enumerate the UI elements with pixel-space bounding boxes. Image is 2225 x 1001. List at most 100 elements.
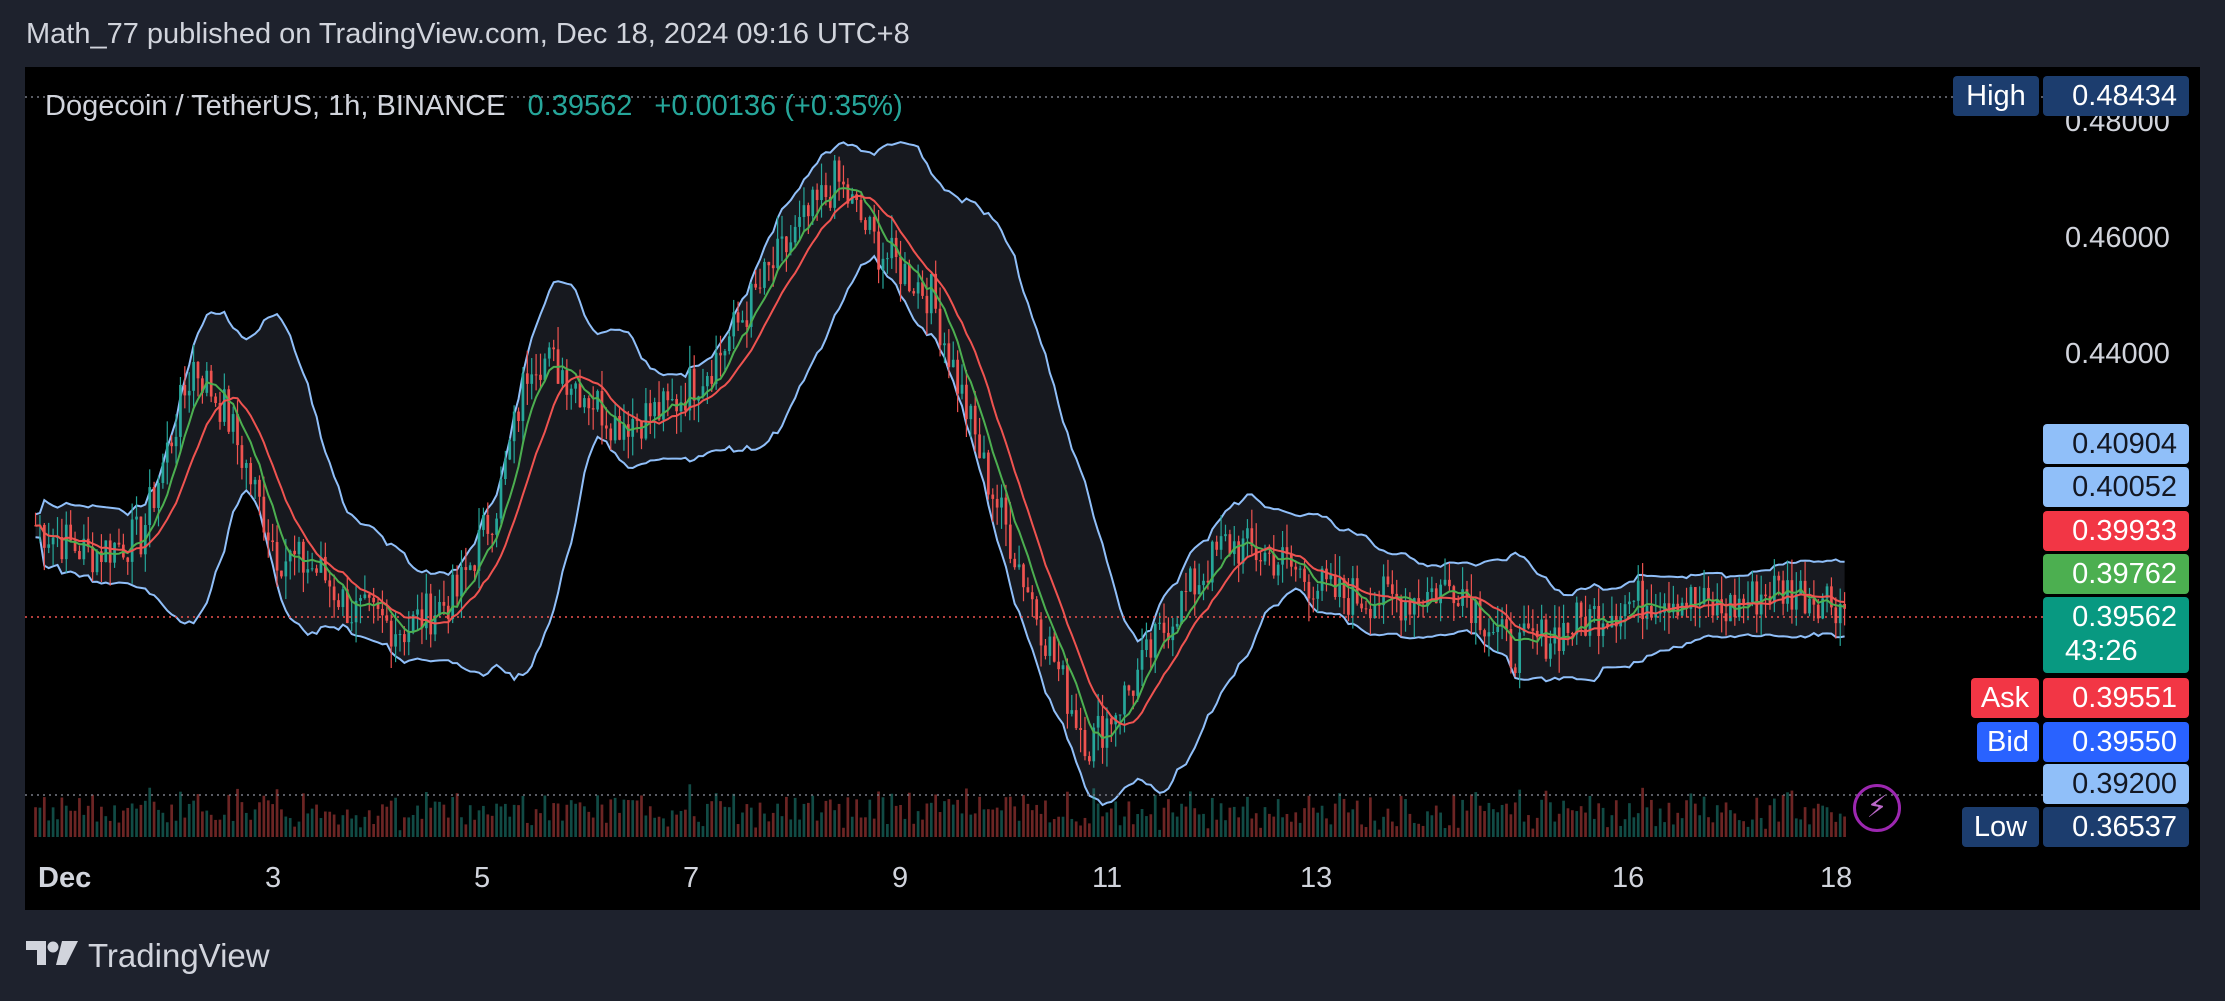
candle-body [1175, 623, 1179, 627]
volume-bar [1663, 822, 1666, 837]
candle-body [1101, 715, 1104, 748]
candle-body [1456, 603, 1460, 606]
candle-body [811, 189, 815, 217]
candle-body [921, 282, 924, 296]
volume-bar [82, 814, 86, 837]
volume-bar [403, 817, 406, 837]
volume-bar [1105, 812, 1109, 837]
candle-body [1540, 619, 1543, 638]
volume-bar [846, 797, 850, 837]
volume-bar [91, 794, 94, 837]
candle-body [855, 194, 858, 200]
candle-body [1219, 536, 1223, 550]
published-info: Math_77 published on TradingView.com, De… [26, 18, 910, 50]
volume-bar [727, 807, 731, 837]
volume-bar [60, 797, 64, 837]
candle-body [82, 538, 86, 560]
band-basis-tag: 0.40052 [2043, 467, 2189, 507]
volume-bar [1377, 829, 1381, 837]
volume-bar [899, 804, 902, 837]
volume-bar [135, 808, 138, 837]
candle-body [890, 237, 894, 259]
candle-body [903, 263, 907, 285]
candle-body [1399, 597, 1403, 621]
volume-bar [359, 827, 362, 837]
volume-bar [1702, 796, 1706, 837]
volume-bar [859, 817, 863, 837]
candle-body [170, 442, 174, 447]
candle-body [1448, 579, 1451, 587]
candle-body [350, 622, 354, 624]
candle-body [1434, 588, 1438, 604]
candle-body [574, 383, 577, 389]
volume-bar [991, 809, 995, 837]
volume-bar [789, 819, 793, 837]
volume-bar [455, 793, 459, 837]
candle-body [631, 418, 635, 437]
volume-bar [1549, 802, 1552, 837]
volume-bar [337, 824, 340, 837]
volume-bar [1026, 803, 1030, 837]
footer-brand[interactable]: TradingView [26, 937, 270, 975]
volume-bar [1478, 805, 1482, 837]
volume-bar [1197, 814, 1201, 837]
volume-bar [578, 802, 582, 837]
candle-body [280, 570, 283, 577]
candle-body [1707, 587, 1710, 600]
high-label: High [1953, 76, 2039, 116]
candle-body [543, 358, 547, 380]
candle-body [1184, 591, 1188, 593]
lightning-icon[interactable]: ⚡ [1853, 784, 1901, 832]
candle-body [868, 216, 872, 230]
candle-body [363, 594, 367, 599]
candle-body [982, 452, 986, 459]
candle-body [916, 282, 920, 294]
volume-bar [271, 804, 274, 837]
volume-bar [56, 819, 59, 837]
candle-body [925, 295, 929, 314]
candle-body [86, 538, 90, 547]
volume-bar [1131, 824, 1135, 837]
candle-body [1039, 619, 1043, 646]
volume-bar [499, 806, 503, 837]
candle-body [1702, 587, 1706, 604]
candle-body [288, 550, 292, 562]
candle-body [1061, 665, 1065, 670]
volume-bar [284, 816, 288, 837]
price-chart[interactable] [25, 67, 2075, 910]
candle-body [912, 291, 916, 294]
candle-body [706, 376, 709, 387]
volume-bar [556, 803, 560, 837]
candle-body [741, 320, 744, 323]
volume-bar [868, 799, 872, 837]
volume-bar [363, 816, 367, 837]
volume-bar [1237, 817, 1241, 837]
candle-body [249, 463, 253, 485]
volume-bar [139, 804, 143, 837]
price-change: +0.00136 (+0.35%) [654, 90, 903, 122]
band-upper-tag: 0.40904 [2043, 424, 2189, 464]
volume-bar [1329, 824, 1333, 837]
volume-bar [468, 805, 472, 837]
volume-bar [1030, 810, 1034, 837]
time-label-16: 16 [1612, 862, 1645, 894]
candle-body [1667, 603, 1671, 613]
candle-body [1522, 623, 1526, 633]
symbol-name[interactable]: Dogecoin / TetherUS, 1h, BINANCE [45, 90, 506, 122]
volume-bar [477, 810, 481, 837]
volume-bar [622, 799, 626, 837]
volume-bar [1360, 824, 1363, 837]
volume-bar [1513, 802, 1517, 837]
candle-body [1693, 587, 1697, 605]
candle-body [1022, 564, 1025, 588]
volume-bar [1232, 806, 1236, 837]
volume-bar [280, 809, 283, 837]
volume-bar [1364, 827, 1368, 837]
volume-bar [670, 810, 674, 837]
candle-body [1224, 534, 1227, 537]
volume-bar [947, 799, 951, 837]
volume-bar [1088, 823, 1091, 837]
volume-bar [1096, 803, 1100, 837]
volume-bar [416, 805, 419, 837]
time-label-13: 13 [1300, 862, 1333, 894]
